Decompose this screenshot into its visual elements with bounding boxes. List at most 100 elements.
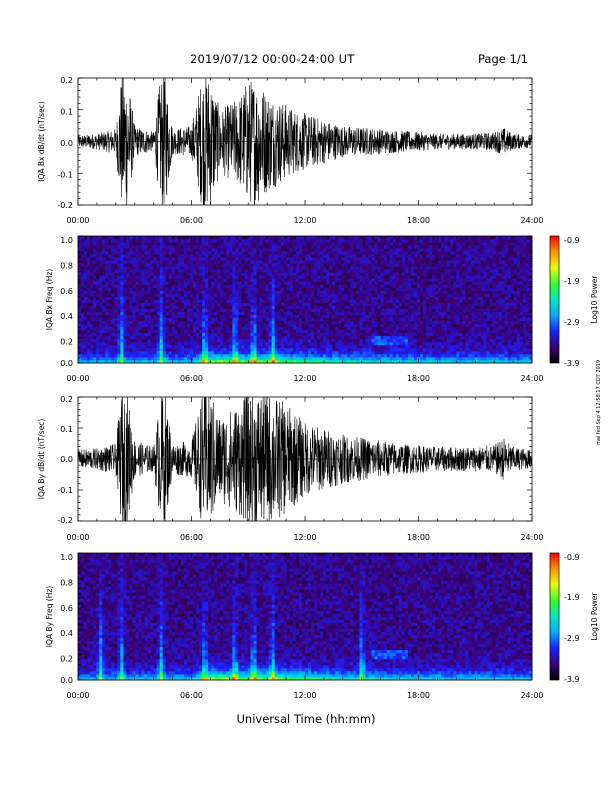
spectrogram-cell — [338, 254, 342, 258]
spectrogram-cell — [286, 296, 291, 300]
spectrogram-cell — [174, 290, 179, 294]
spectrogram-cell — [256, 290, 260, 294]
spectrogram-cell — [168, 257, 173, 261]
spectrogram-cell — [286, 359, 291, 364]
spectrogram-cell — [114, 302, 118, 306]
spectrogram-cell — [238, 332, 242, 337]
spectrogram-cell — [183, 278, 188, 282]
spectrogram-cell — [350, 335, 354, 340]
spectrogram-cell — [420, 335, 424, 340]
spectrogram-cell — [138, 263, 142, 267]
spectrogram-cell — [229, 308, 233, 312]
spectrogram-cell — [341, 335, 345, 340]
spectrogram-cell — [177, 272, 182, 276]
spectrogram-cell — [298, 356, 303, 361]
spectrogram-cell — [308, 323, 312, 328]
spectrogram-cell — [193, 335, 197, 340]
spectrogram-cell — [199, 269, 203, 273]
spectrogram-cell — [423, 308, 427, 312]
spectrogram-cell — [241, 278, 245, 282]
spectrogram-cell — [214, 350, 218, 355]
spectrogram-cell — [226, 275, 230, 279]
spectrogram-cell — [217, 341, 221, 346]
spectrogram-cell — [220, 323, 224, 328]
spectrogram-cell — [135, 311, 139, 316]
spectrogram-cell — [150, 248, 155, 252]
spectrogram-cell — [144, 251, 149, 255]
spectrogram-cell — [353, 311, 357, 316]
spectrogram-cell — [413, 356, 418, 361]
spectrogram-cell — [235, 350, 239, 355]
spectrogram-cell — [274, 287, 279, 291]
spectrogram-cell — [401, 344, 406, 349]
spectrogram-cell — [202, 338, 206, 343]
spectrogram-cell — [317, 242, 321, 246]
spectrogram-cell — [280, 305, 285, 309]
spectrogram-cell — [183, 326, 188, 331]
spectrogram-cell — [377, 248, 382, 252]
spectrogram-cell — [368, 287, 372, 291]
spectrogram-cell — [171, 284, 176, 288]
spectrogram-cell — [147, 335, 152, 340]
spectrogram-cell — [426, 323, 430, 328]
spectrogram-cell — [277, 272, 282, 276]
spectrogram-cell — [99, 242, 103, 246]
spectrogram-cell — [374, 311, 379, 316]
spectrogram-cell — [223, 317, 227, 322]
spectrogram-cell — [280, 308, 285, 312]
spectrogram-cell — [326, 257, 330, 261]
spectrogram-cell — [305, 353, 309, 358]
spectrogram-cell — [108, 332, 112, 337]
spectrogram-cell — [174, 293, 179, 297]
spectrogram-cell — [244, 338, 248, 343]
spectrogram-cell — [295, 332, 300, 337]
spectrogram-cell — [81, 317, 85, 322]
spectrogram-cell — [329, 278, 333, 282]
spectrogram-cell — [87, 350, 91, 355]
spectrogram-cell — [344, 284, 348, 288]
spectrogram-cell — [196, 347, 200, 352]
spectrogram-cell — [335, 269, 339, 273]
spectrogram-cell — [413, 347, 418, 352]
spectrogram-cell — [332, 272, 336, 276]
spectrogram-cell — [253, 314, 257, 319]
spectrogram-cell — [283, 287, 288, 291]
spectrogram-cell — [420, 305, 424, 309]
spectrogram-cell — [132, 290, 136, 294]
spectrogram-cell — [126, 296, 130, 300]
spectrogram-cell — [84, 329, 88, 334]
spectrogram-cell — [220, 254, 224, 258]
spectrogram-cell — [193, 320, 197, 325]
spectrogram-cell — [120, 353, 124, 358]
spectrogram-cell — [223, 281, 227, 285]
spectrogram-cell — [168, 347, 173, 352]
spectrogram-cell — [138, 341, 142, 346]
spectrogram-cell — [232, 260, 236, 264]
spectrogram-cell — [99, 251, 103, 255]
spectrogram-cell — [171, 278, 176, 282]
spectrogram-cell — [344, 236, 348, 240]
spectrogram-cell — [262, 305, 267, 309]
spectrogram-cell — [320, 335, 324, 340]
bx-dbdt-ytick: 0.2 — [60, 76, 73, 85]
spectrogram-cell — [241, 314, 245, 319]
spectrogram-cell — [138, 305, 142, 309]
spectrogram-cell — [90, 296, 94, 300]
spectrogram-cell — [217, 311, 221, 316]
spectrogram-cell — [359, 266, 363, 270]
spectrogram-cell — [247, 263, 251, 267]
spectrogram-cell — [196, 278, 200, 282]
spectrogram-cell — [214, 263, 218, 267]
spectrogram-cell — [102, 266, 106, 270]
spectrogram-cell — [226, 287, 230, 291]
spectrogram-cell — [241, 287, 245, 291]
spectrogram-cell — [177, 257, 182, 261]
spectrogram-cell — [256, 338, 260, 343]
spectrogram-cell — [365, 245, 369, 249]
spectrogram-cell — [271, 326, 276, 331]
spectrogram-cell — [308, 338, 312, 343]
spectrogram-cell — [323, 311, 327, 316]
spectrogram-cell — [220, 347, 224, 352]
spectrogram-cell — [404, 311, 409, 316]
spectrogram-cell — [117, 296, 121, 300]
